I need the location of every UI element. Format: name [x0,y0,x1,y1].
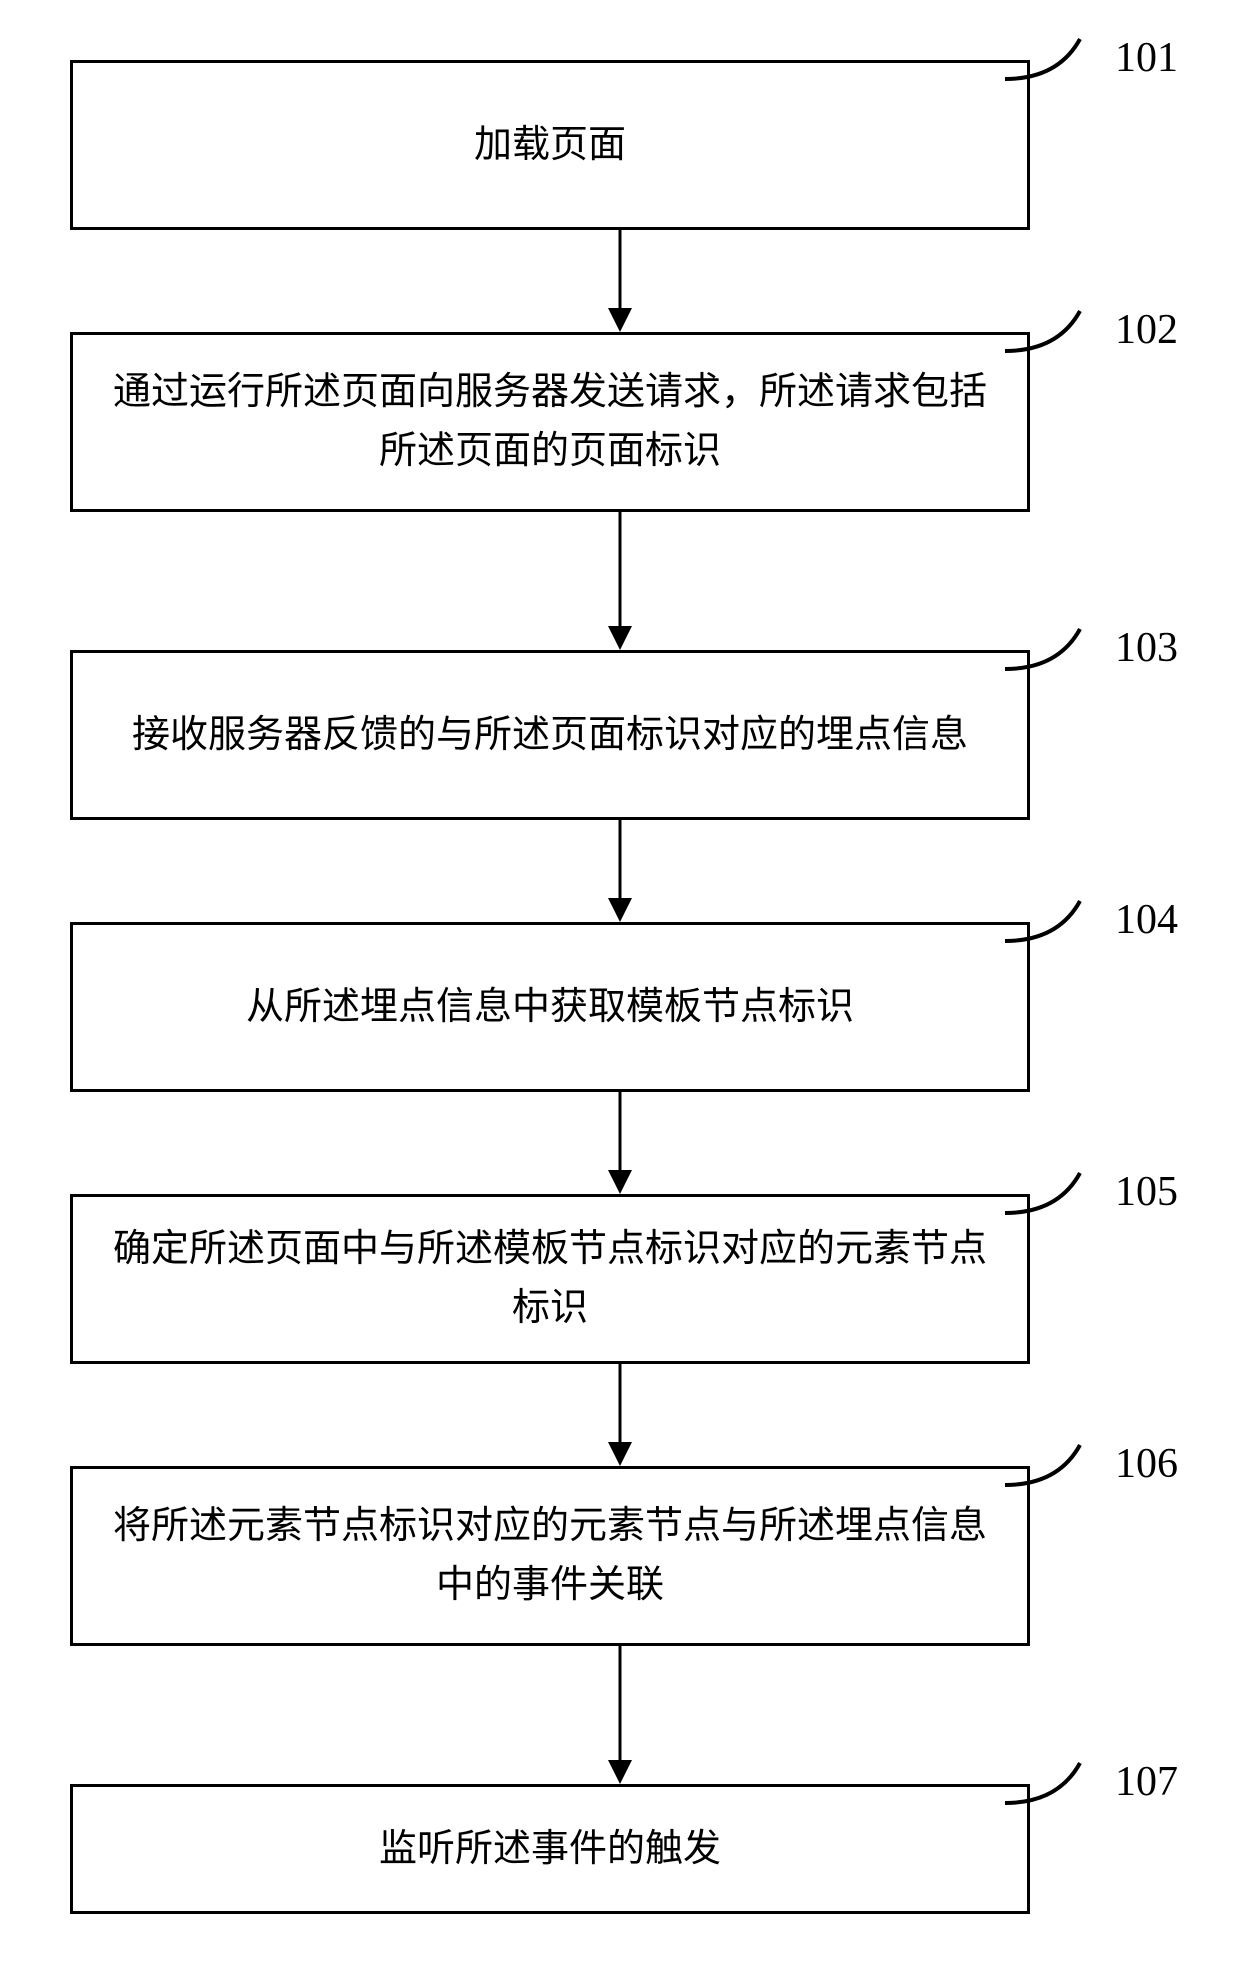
step-box-102: 通过运行所述页面向服务器发送请求，所述请求包括所述页面的页面标识 [70,332,1030,512]
arrow-101-102 [600,230,640,332]
step-box-104: 从所述埋点信息中获取模板节点标识 [70,922,1030,1092]
step-label-101: 101 [1115,34,1178,82]
step-label-105: 105 [1115,1168,1178,1216]
step-text-102: 通过运行所述页面向服务器发送请求，所述请求包括所述页面的页面标识 [97,363,1003,481]
arrow-103-104 [600,820,640,922]
callout-102 [1000,306,1110,356]
step-box-107: 监听所述事件的触发 [70,1784,1030,1914]
step-label-104: 104 [1115,896,1178,944]
callout-101 [1000,34,1110,84]
step-box-103: 接收服务器反馈的与所述页面标识对应的埋点信息 [70,650,1030,820]
step-text-106: 将所述元素节点标识对应的元素节点与所述埋点信息中的事件关联 [97,1497,1003,1615]
step-text-103: 接收服务器反馈的与所述页面标识对应的埋点信息 [132,706,968,765]
callout-107 [1000,1758,1110,1808]
step-label-107: 107 [1115,1758,1178,1806]
callout-105 [1000,1168,1110,1218]
step-label-106: 106 [1115,1440,1178,1488]
callout-104 [1000,896,1110,946]
step-text-105: 确定所述页面中与所述模板节点标识对应的元素节点标识 [97,1220,1003,1338]
step-text-107: 监听所述事件的触发 [379,1820,721,1879]
step-box-105: 确定所述页面中与所述模板节点标识对应的元素节点标识 [70,1194,1030,1364]
callout-103 [1000,624,1110,674]
arrow-104-105 [600,1092,640,1194]
step-box-106: 将所述元素节点标识对应的元素节点与所述埋点信息中的事件关联 [70,1466,1030,1646]
arrow-106-107 [600,1646,640,1784]
arrow-105-106 [600,1364,640,1466]
step-box-101: 加载页面 [70,60,1030,230]
step-label-103: 103 [1115,624,1178,672]
step-label-102: 102 [1115,306,1178,354]
flowchart-container: 加载页面 101 通过运行所述页面向服务器发送请求，所述请求包括所述页面的页面标… [0,0,1240,1973]
step-text-101: 加载页面 [474,116,626,175]
step-text-104: 从所述埋点信息中获取模板节点标识 [246,978,854,1037]
callout-106 [1000,1440,1110,1490]
arrow-102-103 [600,512,640,650]
